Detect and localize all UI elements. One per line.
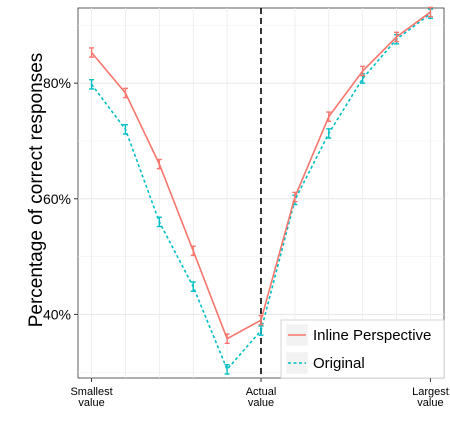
y-axis-label: Percentage of correct responses xyxy=(26,53,47,328)
series-original xyxy=(89,8,433,375)
legend-item: Inline Perspective xyxy=(285,323,431,347)
error-bar xyxy=(190,245,196,257)
error-bar xyxy=(190,281,196,292)
y-tick-label: 60% xyxy=(43,191,71,207)
grid-lines xyxy=(78,8,444,378)
legend: Inline Perspective Original xyxy=(280,319,445,379)
x-tick-label: Largest value xyxy=(412,386,449,409)
error-bar xyxy=(156,158,162,170)
legend-label: Original xyxy=(313,355,365,372)
x-axis-ticks: Smallest value Actual value Largest value xyxy=(70,378,449,409)
series-layer xyxy=(89,6,433,375)
series-inline-perspective xyxy=(89,6,433,345)
error-bar xyxy=(156,216,162,228)
y-tick-label: 80% xyxy=(43,75,71,91)
error-bar xyxy=(89,47,95,58)
error-bar xyxy=(427,6,433,18)
error-bar xyxy=(326,128,332,139)
error-bar xyxy=(292,191,298,203)
error-bar xyxy=(224,333,230,345)
error-bar xyxy=(224,364,230,375)
x-tick-label: Smallest value xyxy=(70,386,112,409)
error-bar xyxy=(326,111,332,123)
error-bar xyxy=(122,87,128,99)
x-tick-label: Actual value xyxy=(246,386,277,409)
y-axis-ticks: 40% 60% 80% xyxy=(43,75,78,322)
legend-label: Inline Perspective xyxy=(313,327,431,344)
legend-item: Original xyxy=(285,351,365,375)
error-bar xyxy=(122,124,128,135)
error-bar xyxy=(258,325,264,336)
error-bar xyxy=(394,31,400,43)
y-tick-label: 40% xyxy=(43,306,71,322)
error-bar xyxy=(89,78,95,90)
error-bar xyxy=(258,314,264,326)
error-bar xyxy=(360,65,366,77)
